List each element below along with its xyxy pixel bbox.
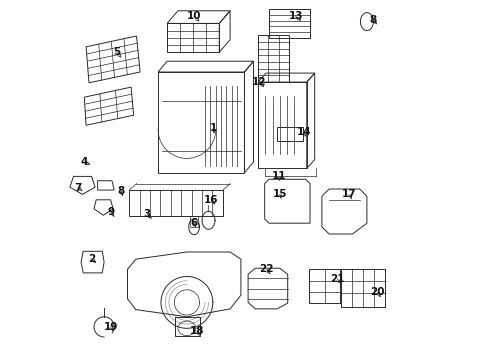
Bar [189,216,198,227]
Bar [258,82,306,168]
Bar [268,9,310,38]
Bar [340,269,384,307]
Text: 15: 15 [272,189,286,199]
Text: 21: 21 [329,274,344,284]
Text: 16: 16 [203,195,218,205]
Text: 19: 19 [103,322,118,332]
Text: 11: 11 [271,171,285,181]
Bar [129,190,223,216]
Text: 17: 17 [341,189,355,199]
Text: 7: 7 [74,183,81,193]
Bar [158,72,244,173]
Text: 22: 22 [259,264,273,274]
Text: 6: 6 [190,218,197,228]
Text: 13: 13 [288,11,302,21]
Text: 4: 4 [81,157,88,167]
Text: 9: 9 [107,207,115,217]
Text: 18: 18 [189,326,204,336]
Text: 2: 2 [88,254,95,264]
Bar [309,269,339,303]
Bar [258,35,288,82]
Text: 3: 3 [143,209,151,219]
Bar [175,317,200,336]
Text: 1: 1 [210,123,217,133]
Text: 8: 8 [369,15,376,25]
Text: 20: 20 [370,287,384,297]
Text: 5: 5 [113,47,120,57]
Text: 8: 8 [118,186,125,196]
Text: 14: 14 [296,127,310,138]
Bar [276,127,302,141]
Text: 10: 10 [186,11,201,21]
Text: 12: 12 [251,77,265,87]
